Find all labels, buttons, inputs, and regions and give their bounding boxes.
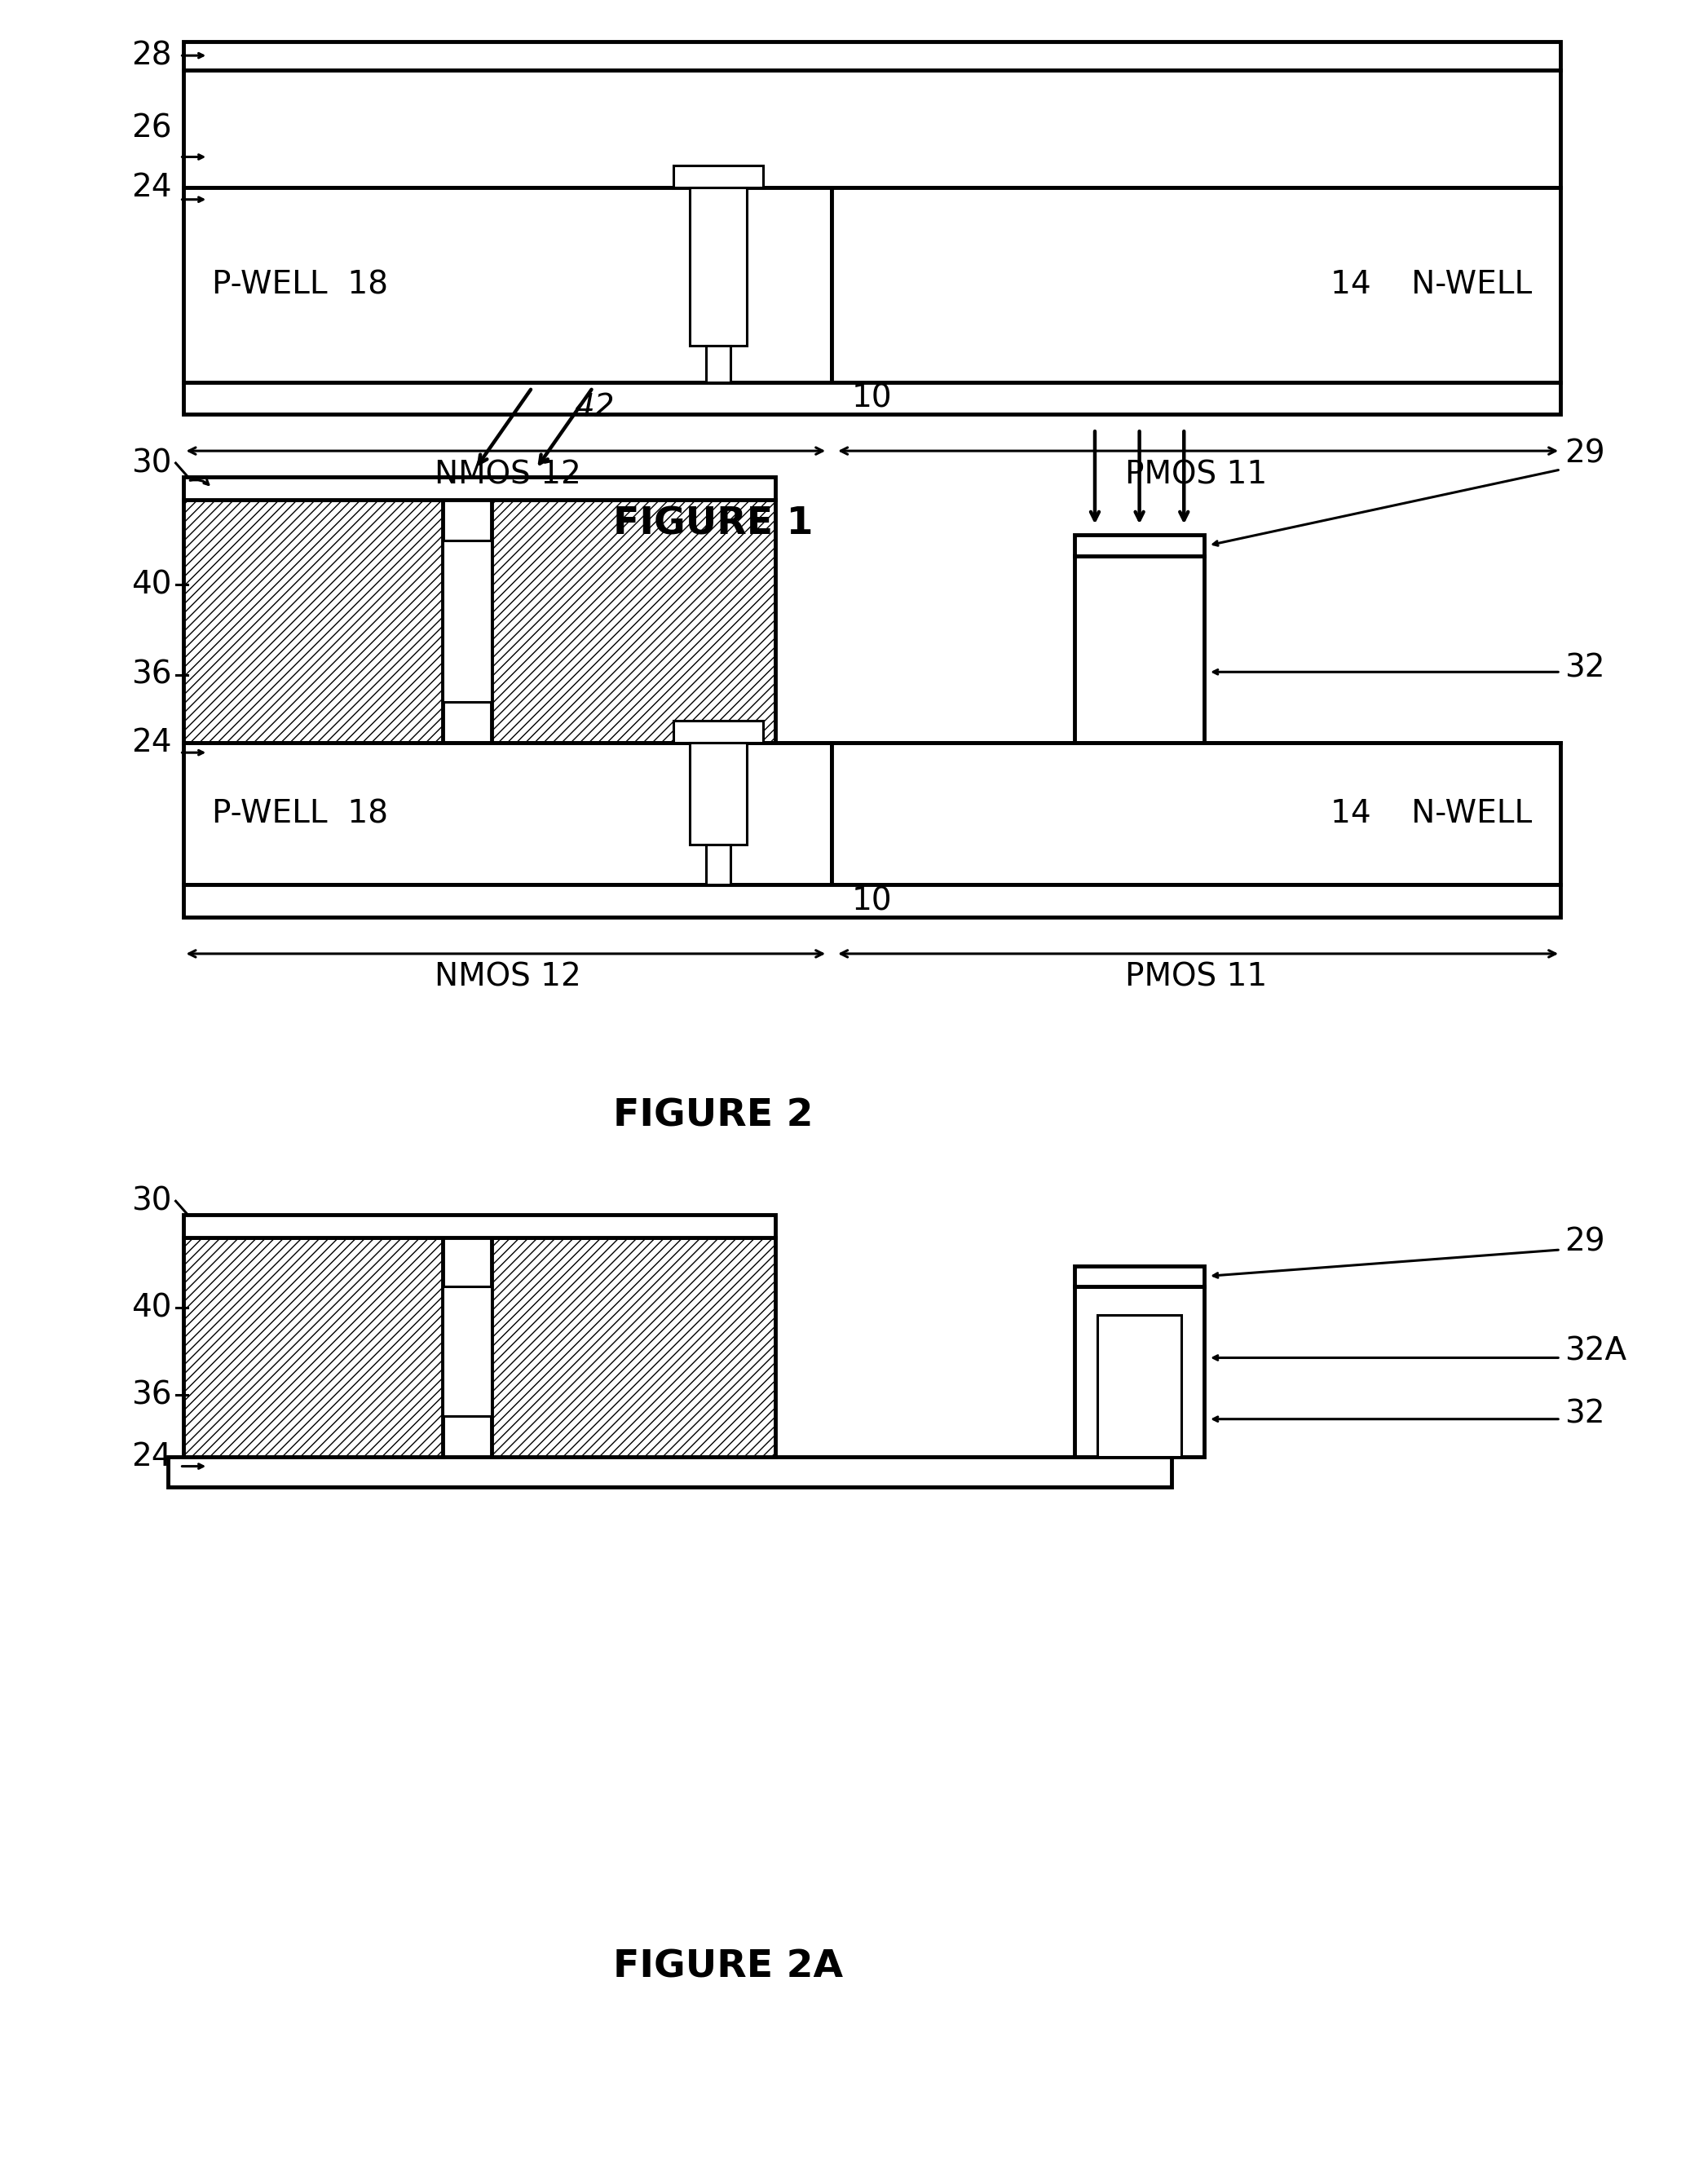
Text: 24: 24 [131,173,172,203]
Text: 36: 36 [131,660,172,690]
Text: 26: 26 [131,114,172,144]
Text: NMOS 12: NMOS 12 [435,961,581,994]
Bar [183,1214,775,1238]
Text: 32: 32 [1565,653,1606,684]
Bar [183,41,1560,70]
Text: 14    N-WELL: 14 N-WELL [1330,269,1532,299]
Bar [491,500,775,743]
Text: PMOS 11: PMOS 11 [1125,459,1267,489]
Text: PMOS 11: PMOS 11 [1125,961,1267,994]
Text: P-WELL  18: P-WELL 18 [212,799,389,830]
Text: 10: 10 [851,885,892,917]
Text: P-WELL  18: P-WELL 18 [212,269,389,299]
Text: FIGURE 2: FIGURE 2 [613,1099,814,1133]
Text: 42: 42 [574,393,615,424]
Bar [168,1457,1172,1487]
Text: FIGURE 1: FIGURE 1 [613,505,814,542]
Text: 32A: 32A [1565,1334,1626,1367]
Bar [1098,1315,1181,1457]
Bar [675,721,763,743]
Text: 32: 32 [1565,1398,1606,1431]
Bar [1075,1286,1205,1457]
Text: 40: 40 [131,570,172,601]
Text: 29: 29 [1565,437,1606,470]
Bar [183,476,775,500]
Bar [443,1286,491,1415]
Text: 30: 30 [131,448,172,478]
Bar [690,743,746,845]
Bar [1075,535,1205,557]
Text: 14    N-WELL: 14 N-WELL [1330,799,1532,830]
Bar [1075,557,1205,743]
Bar [443,539,491,703]
Text: 20: 20 [698,773,739,804]
Bar [183,500,443,743]
Bar [675,166,763,188]
Text: 29: 29 [1565,1225,1606,1258]
Text: 24: 24 [131,727,172,758]
Bar [690,188,746,345]
Bar [1075,1267,1205,1286]
Bar [707,845,731,885]
Text: 40: 40 [131,1293,172,1324]
Text: 28: 28 [131,39,172,72]
Bar [183,885,1560,917]
Text: 24: 24 [131,1441,172,1472]
Bar [707,345,731,382]
Bar [183,743,833,885]
Text: NMOS 12: NMOS 12 [435,459,581,489]
Text: 10: 10 [851,382,892,413]
Bar [183,382,1560,415]
Bar [833,743,1560,885]
Bar [833,188,1560,382]
Bar [183,188,833,382]
Text: 20: 20 [698,242,739,273]
Text: 30: 30 [131,1186,172,1216]
Bar [491,1238,775,1457]
Text: FIGURE 2A: FIGURE 2A [613,1948,843,1985]
Text: 36: 36 [131,1380,172,1411]
Bar [183,70,1560,188]
Bar [183,1238,443,1457]
